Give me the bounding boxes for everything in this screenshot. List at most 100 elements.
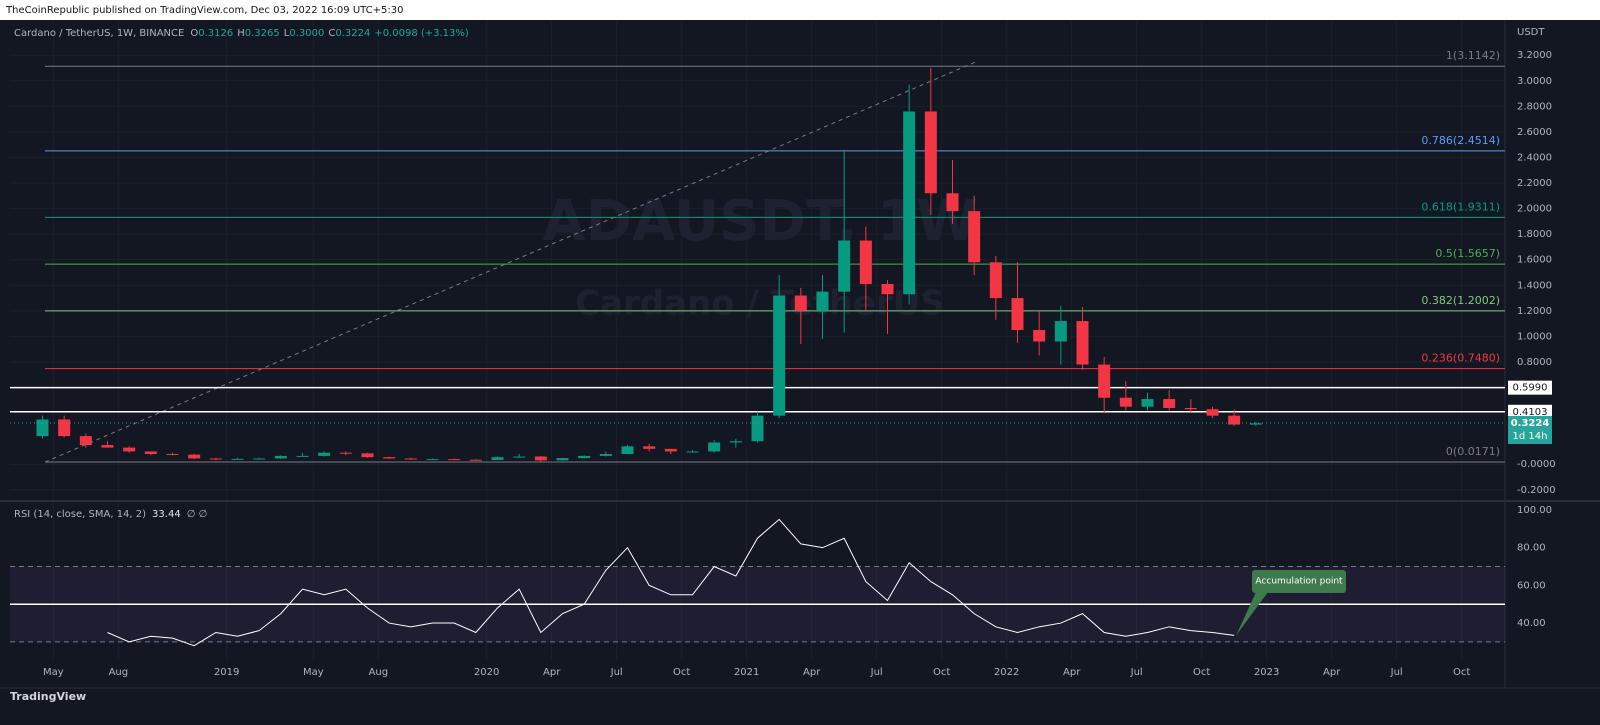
fib-label: 0.5(1.5657) bbox=[1435, 247, 1500, 260]
header-bar bbox=[0, 0, 1600, 20]
last-price-tag bbox=[1508, 416, 1552, 445]
y-tick-label: 1.2000 bbox=[1517, 306, 1552, 317]
callout-text: Accumulation point bbox=[1255, 577, 1343, 587]
price-tag-label: 0.4103 bbox=[1513, 407, 1548, 418]
x-tick-label: Apr bbox=[1323, 667, 1341, 678]
x-tick-label: 2022 bbox=[994, 667, 1019, 678]
y-tick-label: 2.4000 bbox=[1517, 152, 1552, 163]
candle-body bbox=[209, 458, 222, 460]
ohlc-value: 0.3000 bbox=[289, 28, 324, 39]
candle-body bbox=[1141, 399, 1154, 407]
candle-body bbox=[101, 445, 114, 448]
y-tick-label: 1.8000 bbox=[1517, 229, 1552, 240]
candle-body bbox=[166, 453, 179, 455]
candle-body bbox=[1033, 330, 1046, 342]
candle-body bbox=[838, 240, 851, 292]
x-tick-label: Jul bbox=[610, 667, 623, 678]
candle-body bbox=[968, 211, 981, 263]
ohlc-value: 0.3265 bbox=[245, 28, 280, 39]
rsi-line bbox=[107, 518, 1235, 647]
x-tick-label: Aug bbox=[109, 667, 129, 678]
fib-label: 0.786(2.4514) bbox=[1421, 134, 1500, 147]
candle-body bbox=[729, 441, 742, 443]
candle-body bbox=[708, 442, 721, 452]
candle-body bbox=[621, 446, 634, 454]
price-tag bbox=[1508, 380, 1552, 395]
footer-logo: TradingView bbox=[10, 690, 86, 703]
y-tick-label: 60.00 bbox=[1517, 580, 1546, 591]
x-tick-label: Jul bbox=[1390, 667, 1403, 678]
x-tick-label: May bbox=[43, 667, 64, 678]
y-tick-label: 80.00 bbox=[1517, 543, 1546, 554]
candle-body bbox=[903, 111, 916, 295]
candle-body bbox=[123, 447, 136, 452]
x-tick-label: 2019 bbox=[214, 667, 239, 678]
candle-body bbox=[686, 451, 699, 453]
y-tick-label: 2.0000 bbox=[1517, 204, 1552, 215]
candle-body bbox=[339, 452, 352, 454]
candle-body bbox=[534, 456, 547, 461]
rsi-extra: ∅ ∅ bbox=[187, 509, 208, 520]
candle-body bbox=[1076, 321, 1089, 365]
y-tick-label: 2.2000 bbox=[1517, 178, 1552, 189]
rsi-value: 33.44 bbox=[152, 509, 181, 520]
candle-body bbox=[296, 455, 309, 457]
y-tick-label: 2.6000 bbox=[1517, 127, 1552, 138]
ohlc-key: O bbox=[190, 28, 198, 39]
x-tick-label: Apr bbox=[1063, 667, 1081, 678]
x-tick-label: Oct bbox=[933, 667, 950, 678]
fib-label: 1(3.1142) bbox=[1446, 49, 1500, 62]
x-tick-label: Jul bbox=[870, 667, 883, 678]
y-tick-label: 1.6000 bbox=[1517, 255, 1552, 266]
fib-label: 0(0.0171) bbox=[1446, 445, 1500, 458]
candle-body bbox=[556, 458, 569, 461]
candle-body bbox=[1184, 407, 1197, 410]
last-price-label: 0.3224 bbox=[1511, 418, 1550, 429]
change: +0.0098 (+3.13%) bbox=[374, 28, 469, 39]
candle-body bbox=[578, 455, 591, 459]
callout-pointer bbox=[1236, 592, 1268, 636]
y-tick-label: 3.0000 bbox=[1517, 76, 1552, 87]
candle-body bbox=[58, 419, 71, 437]
candle-body bbox=[404, 458, 417, 460]
candle-body bbox=[1228, 415, 1241, 425]
candle-body bbox=[253, 458, 266, 460]
y-tick-label: 100.00 bbox=[1517, 505, 1552, 516]
candle-body bbox=[816, 291, 829, 311]
candle-body bbox=[989, 262, 1002, 299]
candle-body bbox=[513, 456, 526, 458]
x-tick-label: Jul bbox=[1130, 667, 1143, 678]
fib-label: 0.236(0.7480) bbox=[1421, 352, 1500, 365]
x-tick-label: Oct bbox=[1193, 667, 1210, 678]
countdown: 1d 14h bbox=[1513, 431, 1548, 442]
fib-label: 0.618(1.9311) bbox=[1421, 200, 1500, 213]
y-tick-label: 40.00 bbox=[1517, 618, 1546, 629]
x-tick-label: May bbox=[303, 667, 324, 678]
ohlc-key: H bbox=[237, 28, 245, 39]
price-tag-label: 0.5990 bbox=[1513, 383, 1548, 394]
publisher: TheCoinRepublic published on TradingView… bbox=[5, 5, 403, 16]
ohlc-value: 0.3224 bbox=[335, 28, 370, 39]
x-tick-label: Oct bbox=[1453, 667, 1470, 678]
axis-unit: USDT bbox=[1517, 27, 1545, 38]
price-tag bbox=[1508, 404, 1552, 419]
candle-body bbox=[361, 453, 374, 458]
candle-body bbox=[231, 458, 244, 460]
callout-box bbox=[1252, 570, 1346, 593]
candle-body bbox=[144, 451, 157, 454]
candle-body bbox=[664, 448, 677, 452]
candle-body bbox=[1011, 298, 1024, 331]
candle-body bbox=[36, 419, 49, 437]
candle-body bbox=[881, 284, 894, 295]
candle-body bbox=[859, 240, 872, 285]
candle-body bbox=[1206, 409, 1219, 416]
symbol: Cardano / TetherUS, 1W, BINANCE bbox=[14, 28, 184, 39]
ohlc-key: L bbox=[284, 28, 290, 39]
y-tick-label: 2.8000 bbox=[1517, 101, 1552, 112]
candle-body bbox=[469, 459, 482, 461]
candle-body bbox=[274, 455, 287, 459]
x-tick-label: Oct bbox=[673, 667, 690, 678]
candle-body bbox=[426, 459, 439, 461]
candle-body bbox=[599, 453, 612, 456]
